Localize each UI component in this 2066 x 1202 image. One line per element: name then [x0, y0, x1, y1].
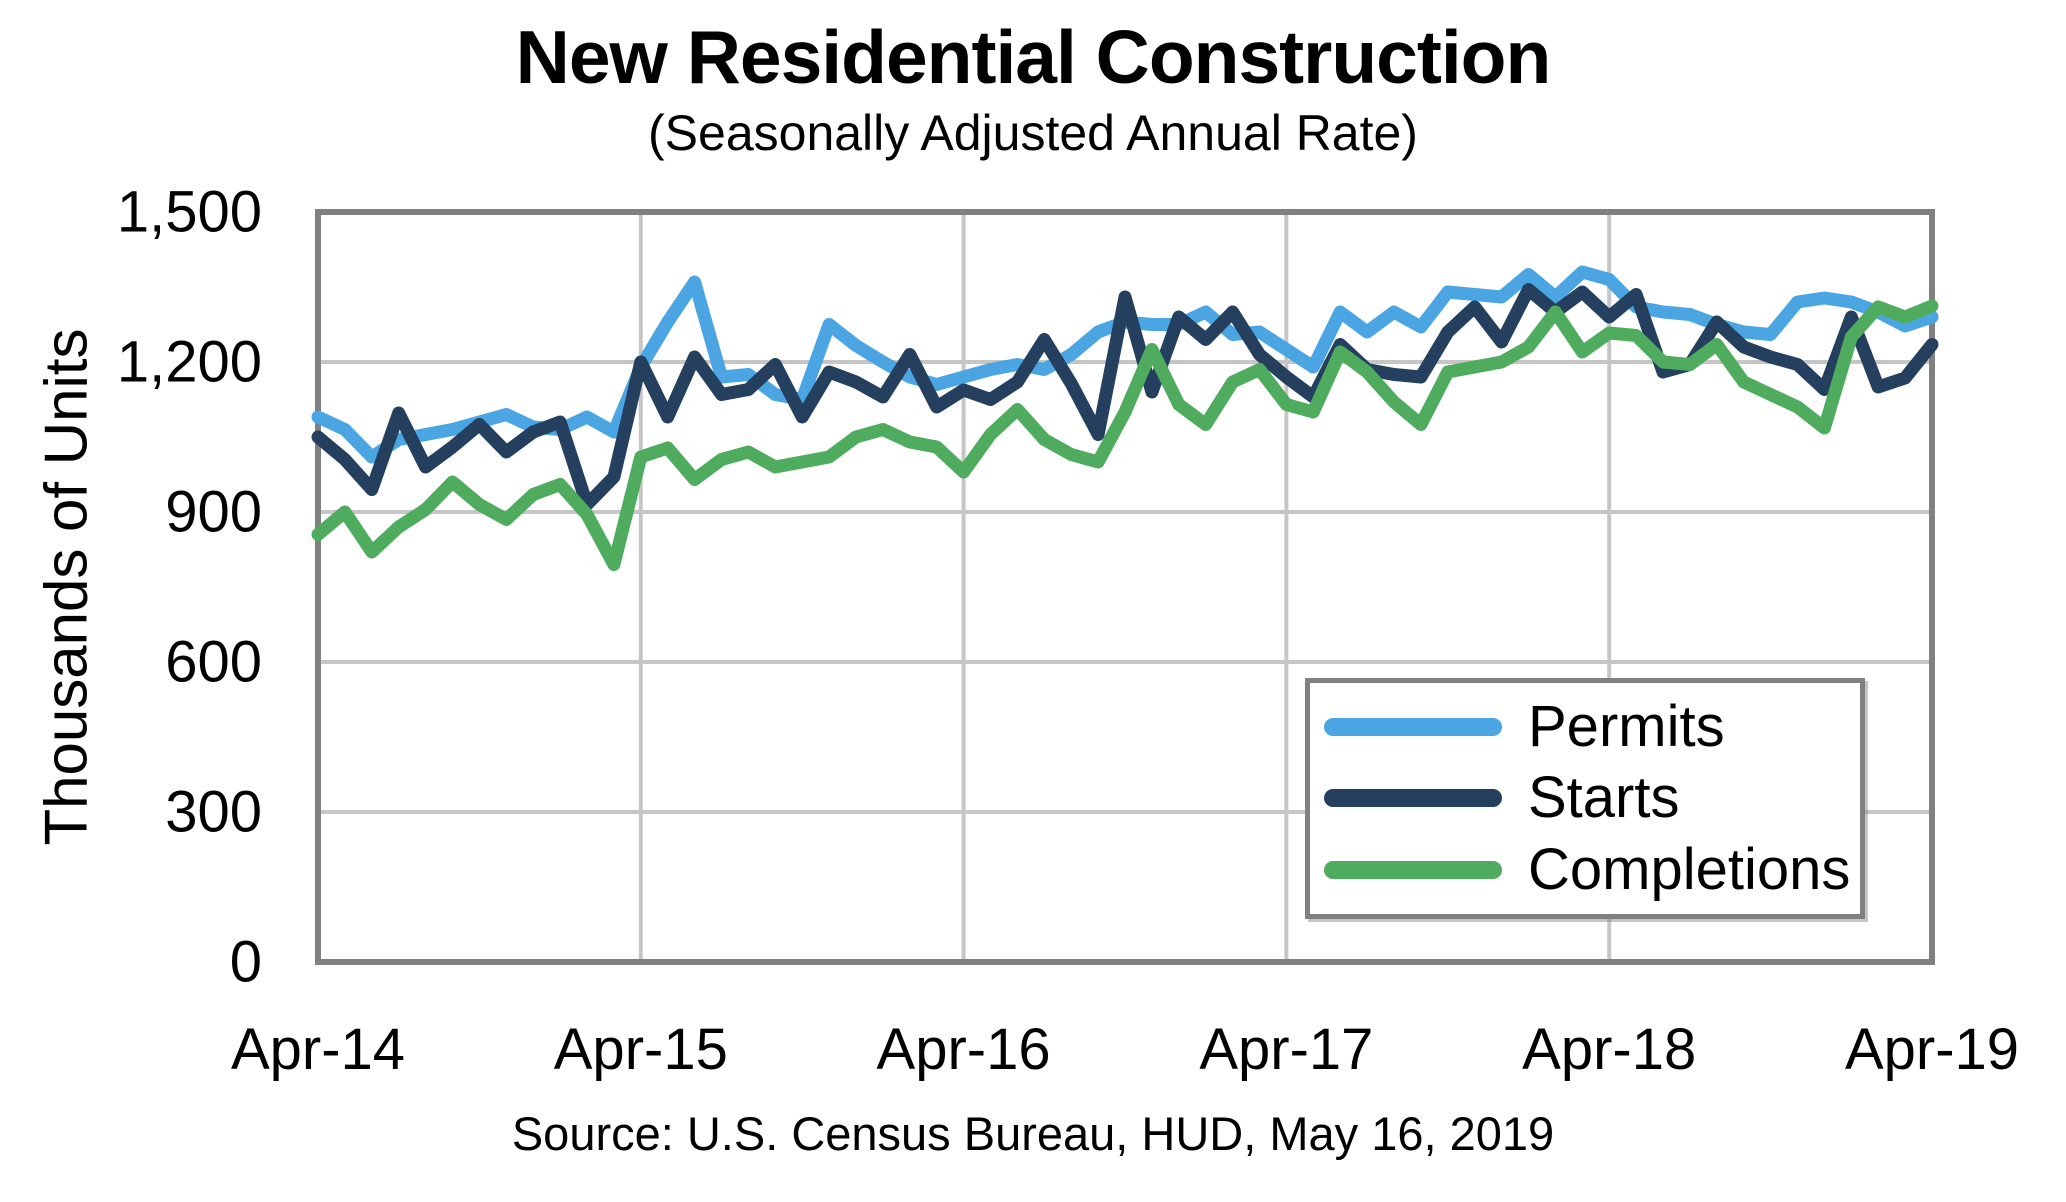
legend-item-permits: Permits — [1324, 693, 1860, 759]
y-tick-label: 1,500 — [116, 179, 262, 245]
y-tick-label: 900 — [165, 479, 262, 545]
series-line-starts — [311, 283, 1939, 511]
legend-label: Starts — [1528, 765, 1680, 831]
legend: Permits Starts Completions — [1305, 678, 1865, 919]
legend-item-starts: Starts — [1324, 769, 1860, 827]
legend-item-completions: Completions — [1324, 841, 1860, 899]
source-note: Source: U.S. Census Bureau, HUD, May 16,… — [511, 1107, 1555, 1160]
legend-label: Permits — [1528, 693, 1725, 759]
x-tick-label: Apr-18 — [1522, 1017, 1697, 1082]
x-tick-label: Apr-17 — [1199, 1017, 1374, 1082]
x-tick-label: Apr-15 — [553, 1017, 728, 1082]
chart-subtitle: (Seasonally Adjusted Annual Rate) — [648, 105, 1418, 161]
x-tick-label: Apr-14 — [230, 1017, 406, 1082]
y-tick-label: 600 — [165, 629, 262, 695]
x-tick-label: Apr-16 — [876, 1017, 1051, 1082]
plot-border — [315, 209, 1935, 965]
y-tick-label: 1,200 — [116, 329, 262, 395]
legend-line-sample-permits — [1324, 717, 1502, 736]
y-tick-label: 300 — [165, 779, 262, 845]
x-tick-label: Apr-19 — [1844, 1017, 2020, 1082]
y-tick-label: 0 — [229, 929, 262, 995]
series-line-completions — [311, 299, 1939, 571]
legend-label: Completions — [1528, 837, 1851, 903]
legend-line-sample-starts — [1324, 789, 1502, 808]
legend-line-sample-completions — [1324, 861, 1502, 880]
chart-title: New Residential Construction — [515, 15, 1552, 99]
